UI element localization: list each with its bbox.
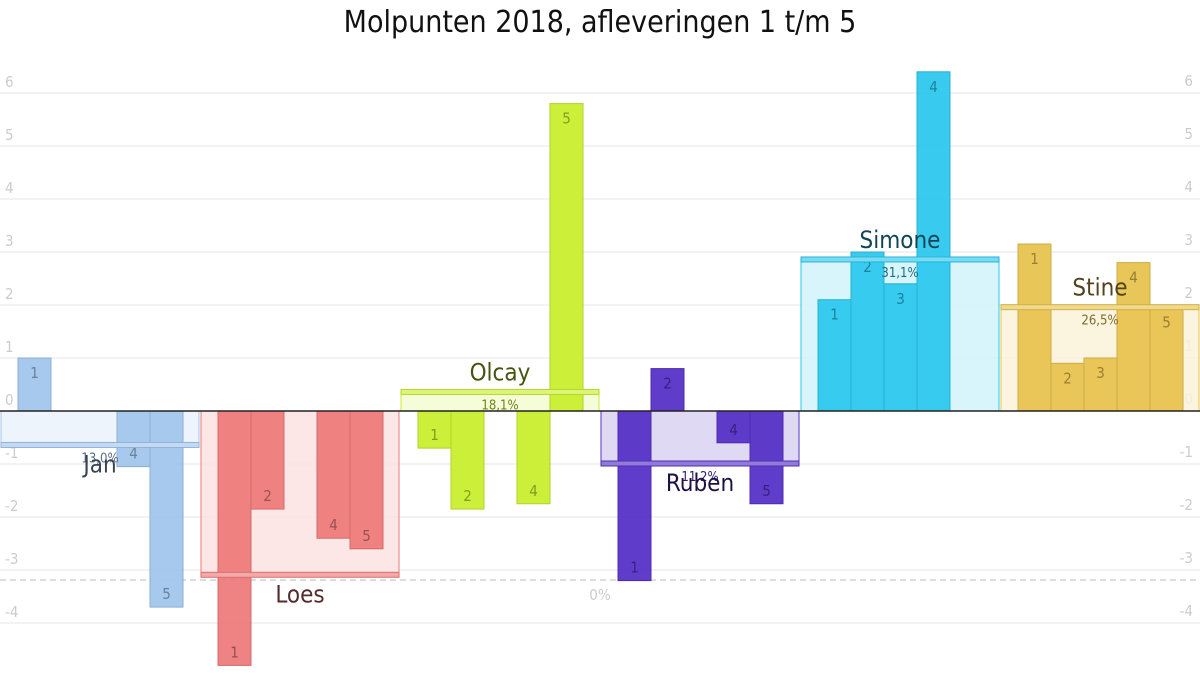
chart-title: Molpunten 2018, afleveringen 1 t/m 5 — [344, 5, 857, 40]
bar — [1050, 362, 1085, 412]
bar — [1017, 243, 1052, 412]
group-simone: 1 2 3 4 31,1% Simone — [800, 71, 1000, 412]
bar — [549, 103, 584, 412]
grid — [0, 92, 1200, 624]
bar-label: 1 — [430, 426, 439, 444]
contestant-name: Olcay — [470, 358, 531, 386]
bar-groups: 1 4 5 13,0%Jan 1 2 4 5 Loes 1 2 4 5 18,1% Olcay 1 2 4 5 11,… — [0, 71, 1200, 666]
contestant-name: Stine — [1072, 274, 1127, 302]
group-olcay: 1 2 4 5 18,1% Olcay — [400, 103, 600, 510]
bar — [149, 410, 184, 608]
right-tick-label: -4 — [1180, 602, 1193, 620]
group-jan: 1 4 5 13,0%Jan — [0, 357, 200, 608]
average-label: 26,5% — [1081, 314, 1118, 329]
bar-label: 2 — [863, 258, 872, 276]
average-label: 31,1% — [881, 266, 918, 281]
bar-label: 2 — [263, 487, 272, 505]
bar-label: 5 — [762, 482, 771, 500]
bar — [817, 299, 852, 412]
left-tick-label: 0 — [5, 391, 14, 409]
right-tick-label: -2 — [1180, 496, 1193, 514]
bar-label: 3 — [896, 290, 905, 308]
right-tick-label: -1 — [1180, 443, 1193, 461]
bar-label: 1 — [1030, 250, 1039, 268]
average-line — [400, 388, 600, 395]
bar-label: 1 — [230, 643, 239, 661]
left-axis: 6 5 4 3 2 1 0 -1 -2 -3 -4 — [5, 73, 18, 621]
bar-label: 4 — [329, 516, 338, 534]
left-tick-label: 5 — [5, 126, 14, 144]
bar — [450, 410, 485, 510]
bar-label: 5 — [362, 527, 371, 545]
left-tick-label: -4 — [5, 603, 18, 621]
bar-label: 4 — [1129, 269, 1138, 287]
right-tick-label: 5 — [1184, 125, 1193, 143]
left-tick-label: 3 — [5, 232, 14, 250]
left-tick-label: 4 — [5, 179, 14, 197]
bar — [217, 410, 252, 666]
bar — [316, 410, 351, 539]
average-label: 18,1% — [481, 398, 518, 413]
right-tick-label: 3 — [1184, 231, 1193, 249]
bar-label: 3 — [1096, 364, 1105, 382]
bar-label: 1 — [830, 306, 839, 324]
group-ruben: 1 2 4 5 11,2%Ruben — [600, 368, 800, 582]
bar — [1149, 307, 1184, 412]
bar — [1083, 357, 1118, 412]
average-line — [200, 571, 400, 578]
left-tick-label: 6 — [5, 73, 14, 91]
bar — [749, 410, 784, 505]
left-tick-label: 1 — [5, 338, 14, 356]
contestant-name: Loes — [275, 580, 324, 608]
left-tick-label: -2 — [5, 497, 18, 515]
bar-label: 5 — [1162, 314, 1171, 332]
bar-label: 2 — [1063, 369, 1072, 387]
contestant-name: Simone — [860, 226, 941, 254]
bar-label: 4 — [129, 445, 138, 463]
left-tick-label: 2 — [5, 285, 14, 303]
bar — [516, 410, 551, 505]
average-label: 11,2% — [681, 470, 718, 485]
average-line — [600, 460, 800, 467]
group-loes: 1 2 4 5 Loes — [200, 410, 400, 666]
bar-label: 2 — [463, 487, 472, 505]
average-line — [0, 441, 200, 448]
bar-label: 4 — [729, 421, 738, 439]
bar-label: 1 — [30, 364, 39, 382]
bar — [883, 283, 918, 412]
right-tick-label: -3 — [1180, 549, 1193, 567]
bar-label: 4 — [529, 482, 538, 500]
bar-label: 2 — [663, 375, 672, 393]
left-tick-label: -1 — [5, 444, 18, 462]
average-line — [1000, 304, 1200, 311]
bar — [17, 357, 52, 412]
group-stine: 1 2 3 4 5 26,5% Stine — [1000, 243, 1200, 412]
bar-label: 5 — [162, 585, 171, 603]
right-tick-label: 4 — [1184, 178, 1193, 196]
contestant-name: Jan — [81, 450, 116, 478]
bar — [250, 410, 285, 510]
bar-label: 4 — [929, 78, 938, 96]
average-label: 13,0% — [81, 451, 118, 466]
bar — [617, 410, 652, 582]
left-tick-label: -3 — [5, 550, 18, 568]
right-tick-label: 2 — [1184, 284, 1193, 302]
average-line — [800, 256, 1000, 263]
bar-label: 5 — [562, 110, 571, 128]
bar — [650, 368, 685, 412]
right-tick-label: 6 — [1184, 72, 1193, 90]
zero-percent-label: 0% — [589, 586, 611, 604]
bar-label: 1 — [630, 559, 639, 577]
bar — [116, 410, 151, 468]
contestant-name: Ruben — [666, 469, 734, 497]
